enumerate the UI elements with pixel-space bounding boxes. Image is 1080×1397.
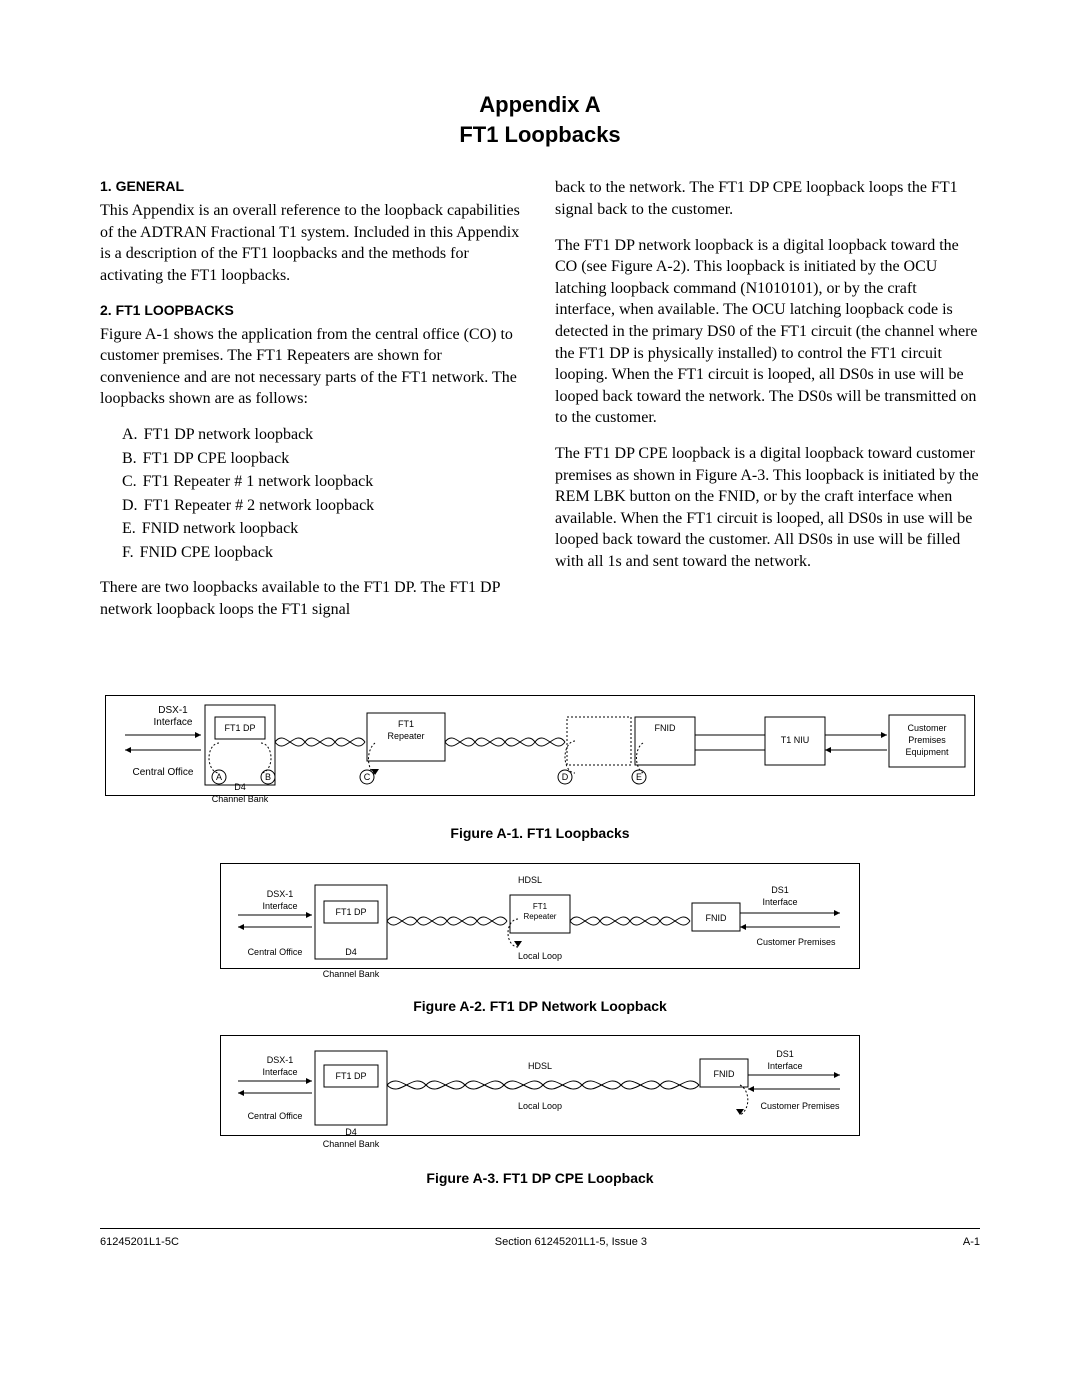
right-column: back to the network. The FT1 DP CPE loop… (555, 177, 980, 634)
left-column: 1. GENERAL This Appendix is an overall r… (100, 177, 525, 634)
title-line1: Appendix A (100, 90, 980, 120)
svg-text:A: A (216, 772, 222, 782)
svg-text:FNID: FNID (714, 1069, 735, 1079)
svg-text:HDSL: HDSL (518, 875, 542, 885)
svg-text:FNID: FNID (706, 913, 727, 923)
svg-text:FT1 DP: FT1 DP (224, 723, 255, 733)
section-2-para1: Figure A-1 shows the application from th… (100, 324, 525, 410)
page-title: Appendix A FT1 Loopbacks (100, 90, 980, 149)
footer-right: A-1 (963, 1235, 980, 1250)
svg-text:HDSL: HDSL (528, 1061, 552, 1071)
figure-a1-svg: DSX-1 Interface Central Office FT1 DP A … (105, 695, 975, 810)
svg-text:Repeater: Repeater (524, 912, 557, 921)
svg-text:Local Loop: Local Loop (518, 951, 562, 961)
col2-para3: The FT1 DP CPE loopback is a digital loo… (555, 443, 980, 573)
svg-text:DSX-1: DSX-1 (267, 889, 294, 899)
svg-text:Interface: Interface (762, 897, 797, 907)
page-footer: 61245201L1-5C Section 61245201L1-5, Issu… (100, 1229, 980, 1250)
svg-text:Interface: Interface (154, 717, 193, 728)
svg-text:D4: D4 (345, 1127, 357, 1137)
figure-a1: DSX-1 Interface Central Office FT1 DP A … (100, 695, 980, 1189)
svg-text:DS1: DS1 (771, 885, 789, 895)
svg-text:Interface: Interface (767, 1061, 802, 1071)
list-item: B.FT1 DP CPE loopback (122, 448, 525, 470)
svg-text:FT1: FT1 (533, 902, 548, 911)
svg-text:D: D (562, 772, 569, 782)
col2-para1: back to the network. The FT1 DP CPE loop… (555, 177, 980, 220)
svg-text:Central Office: Central Office (248, 1111, 303, 1121)
svg-text:DS1: DS1 (776, 1049, 794, 1059)
list-item: A.FT1 DP network loopback (122, 424, 525, 446)
body-columns: 1. GENERAL This Appendix is an overall r… (100, 177, 980, 634)
figure-a2-svg: DSX-1 Interface Central Office FT1 DP D4… (220, 863, 860, 983)
svg-text:DSX-1: DSX-1 (267, 1055, 294, 1065)
svg-text:D4: D4 (234, 782, 246, 792)
section-2-para2: There are two loopbacks available to the… (100, 577, 525, 620)
title-line2: FT1 Loopbacks (100, 120, 980, 150)
footer-mid: Section 61245201L1-5, Issue 3 (495, 1235, 647, 1250)
svg-text:Customer: Customer (907, 723, 946, 733)
figure-a3-caption: Figure A-3. FT1 DP CPE Loopback (100, 1169, 980, 1188)
svg-text:Interface: Interface (262, 1067, 297, 1077)
svg-text:Repeater: Repeater (387, 731, 424, 741)
svg-text:B: B (265, 772, 271, 782)
figure-a2-caption: Figure A-2. FT1 DP Network Loopback (100, 997, 980, 1016)
list-item: F.FNID CPE loopback (122, 542, 525, 564)
footer-left: 61245201L1-5C (100, 1235, 179, 1250)
loopback-list: A.FT1 DP network loopback B.FT1 DP CPE l… (122, 424, 525, 564)
svg-text:Equipment: Equipment (905, 747, 949, 757)
list-item: E.FNID network loopback (122, 518, 525, 540)
svg-text:Customer Premises: Customer Premises (756, 937, 836, 947)
figure-a3-svg: DSX-1 Interface Central Office FT1 DP D4… (220, 1035, 860, 1155)
list-item: D.FT1 Repeater # 2 network loopback (122, 495, 525, 517)
col2-para2: The FT1 DP network loopback is a digital… (555, 235, 980, 429)
svg-text:FT1: FT1 (398, 719, 414, 729)
svg-text:DSX-1: DSX-1 (158, 705, 188, 716)
svg-text:FNID: FNID (655, 723, 676, 733)
section-1-para: This Appendix is an overall reference to… (100, 200, 525, 286)
svg-text:FT1 DP: FT1 DP (335, 1071, 366, 1081)
svg-text:T1 NIU: T1 NIU (781, 735, 810, 745)
list-item: C.FT1 Repeater # 1 network loopback (122, 471, 525, 493)
svg-text:Interface: Interface (262, 901, 297, 911)
svg-text:Customer Premises: Customer Premises (760, 1101, 840, 1111)
svg-text:E: E (636, 772, 642, 782)
figure-a1-caption: Figure A-1. FT1 Loopbacks (100, 824, 980, 843)
section-2-heading: 2. FT1 LOOPBACKS (100, 301, 525, 320)
svg-text:Channel Bank: Channel Bank (212, 794, 269, 804)
svg-text:C: C (364, 772, 371, 782)
svg-text:Local Loop: Local Loop (518, 1101, 562, 1111)
section-1-heading: 1. GENERAL (100, 177, 525, 196)
svg-text:FT1 DP: FT1 DP (335, 907, 366, 917)
svg-text:Channel Bank: Channel Bank (323, 969, 380, 979)
svg-text:Premises: Premises (908, 735, 946, 745)
svg-text:Channel Bank: Channel Bank (323, 1139, 380, 1149)
svg-text:Central Office: Central Office (248, 947, 303, 957)
svg-text:D4: D4 (345, 947, 357, 957)
svg-text:Central Office: Central Office (133, 767, 194, 778)
